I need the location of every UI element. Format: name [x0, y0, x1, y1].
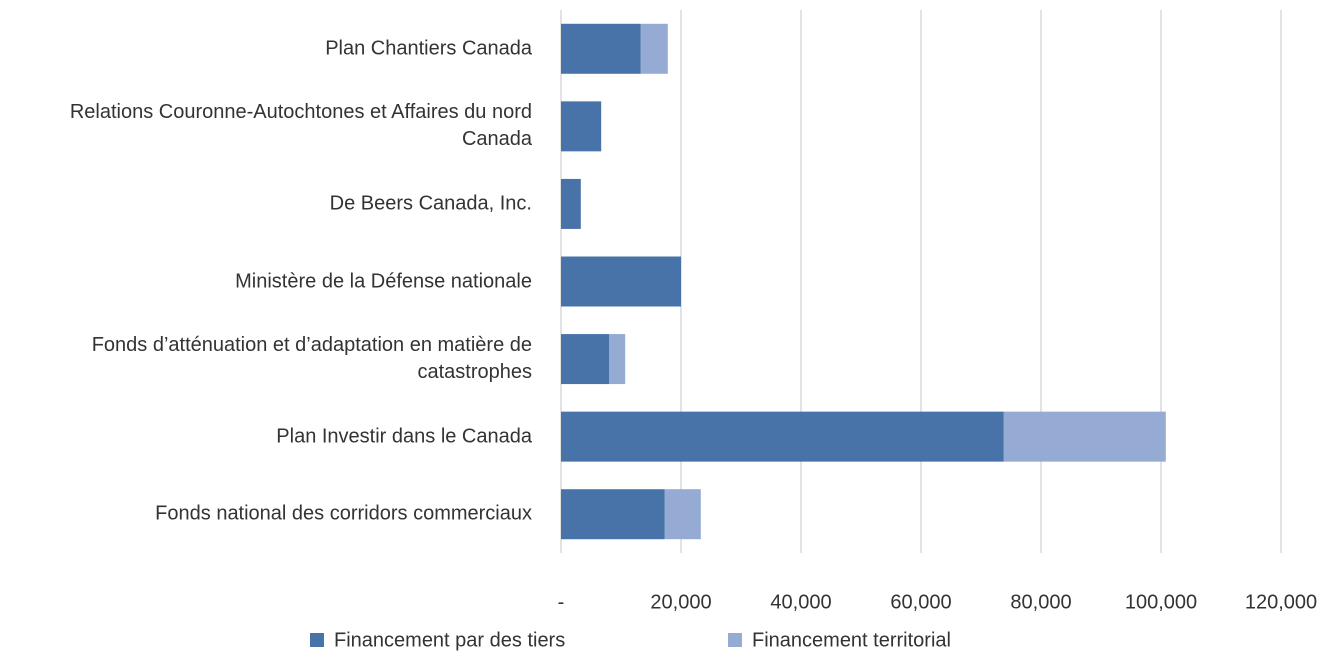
x-tick-label: 40,000	[770, 591, 831, 613]
x-tick-label: 100,000	[1125, 591, 1197, 613]
bar-segment	[640, 23, 668, 74]
y-tick-label: Fonds d’atténuation et d’adaptation en m…	[91, 334, 532, 384]
bar-segment	[561, 489, 665, 540]
x-tick-label: 60,000	[890, 591, 951, 613]
bar-segment	[561, 334, 609, 385]
bar-segment	[664, 489, 701, 540]
y-tick-label: Relations Couronne-Autochtones et Affair…	[69, 101, 532, 151]
x-tick-label: 20,000	[650, 591, 711, 613]
bar-segment	[561, 256, 681, 307]
x-tick-label: -	[558, 591, 565, 613]
y-tick-label: Plan Investir dans le Canada	[276, 425, 532, 448]
bar-segment	[561, 178, 581, 229]
legend-label: Financement par des tiers	[334, 629, 565, 651]
y-tick-label: De Beers Canada, Inc.	[329, 192, 532, 215]
x-tick-label: 120,000	[1245, 591, 1317, 613]
legend-swatch	[728, 633, 742, 647]
bar-segment	[561, 101, 602, 152]
legend-swatch	[310, 633, 324, 647]
bar-segment	[1003, 411, 1166, 462]
y-tick-label: Fonds national des corridors commerciaux	[155, 502, 532, 525]
legend-label: Financement territorial	[752, 629, 951, 651]
bar-segment	[609, 334, 626, 385]
y-tick-label: Plan Chantiers Canada	[325, 37, 532, 60]
x-tick-label: 80,000	[1010, 591, 1071, 613]
bar-segment	[561, 411, 1004, 462]
bar-segment	[561, 23, 641, 74]
y-tick-label: Ministère de la Défense nationale	[235, 270, 532, 292]
